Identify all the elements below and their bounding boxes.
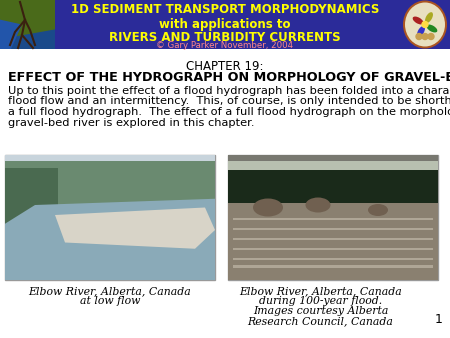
Ellipse shape [427,25,437,32]
Text: 1: 1 [435,313,443,326]
Circle shape [428,33,434,40]
Text: flood flow and an intermittency.  This, of course, is only intended to be shorth: flood flow and an intermittency. This, o… [8,97,450,106]
Text: CHAPTER 19:: CHAPTER 19: [186,60,264,73]
Text: Up to this point the effect of a flood hydrograph has been folded into a charact: Up to this point the effect of a flood h… [8,86,450,96]
Ellipse shape [368,204,388,216]
Polygon shape [0,20,22,49]
Text: gravel-bed river is explored in this chapter.: gravel-bed river is explored in this cha… [8,118,255,127]
Text: Research Council, Canada: Research Council, Canada [248,316,393,326]
Ellipse shape [405,2,445,47]
Ellipse shape [413,17,423,24]
Circle shape [416,33,422,40]
Ellipse shape [403,0,447,48]
Bar [233,238,433,240]
Polygon shape [0,0,55,39]
Text: a full flood hydrograph.  The effect of a full flood hydrograph on the morpholog: a full flood hydrograph. The effect of a… [8,107,450,117]
Text: RIVERS AND TURBIDITY CURRENTS: RIVERS AND TURBIDITY CURRENTS [109,31,341,44]
Bar [228,170,438,205]
Text: 1D SEDIMENT TRANSPORT MORPHODYNAMICS: 1D SEDIMENT TRANSPORT MORPHODYNAMICS [71,3,379,16]
Ellipse shape [417,26,425,37]
Text: © Gary Parker November, 2004: © Gary Parker November, 2004 [157,41,293,50]
Circle shape [422,22,428,27]
Polygon shape [55,208,215,249]
Bar [228,161,438,176]
Text: EFFECT OF THE HYDROGRAPH ON MORPHOLOGY OF GRAVEL-BED STREAMS: EFFECT OF THE HYDROGRAPH ON MORPHOLOGY O… [8,71,450,84]
Bar [228,161,438,205]
Bar [228,202,438,280]
Bar [5,161,215,211]
Bar [5,155,215,190]
Ellipse shape [306,197,330,213]
Ellipse shape [253,198,283,217]
Bar [228,155,438,280]
Ellipse shape [425,12,433,23]
Bar [228,155,438,174]
Text: at low flow: at low flow [80,296,140,306]
Polygon shape [5,199,215,280]
Text: Images courtesy Alberta: Images courtesy Alberta [253,306,388,316]
Bar [233,265,433,267]
Bar [5,155,215,280]
Bar [233,217,433,220]
Text: Elbow River, Alberta, Canada: Elbow River, Alberta, Canada [29,286,191,296]
Text: Elbow River, Alberta, Canada: Elbow River, Alberta, Canada [239,286,402,296]
Text: during 100-year flood.: during 100-year flood. [259,296,382,306]
Bar [5,168,58,230]
Bar [0,0,55,49]
Circle shape [422,33,428,40]
Bar [233,247,433,250]
Bar [0,0,450,49]
Bar [233,258,433,260]
Bar [233,227,433,230]
Text: with applications to: with applications to [159,18,291,31]
